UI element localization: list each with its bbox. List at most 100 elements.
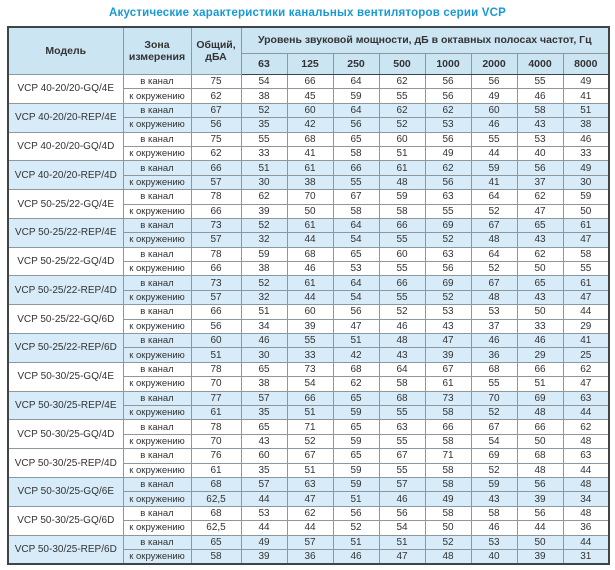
model-cell: VCP 50-30/25-GQ/4E (7, 361, 124, 392)
band-value-cell: 43 (240, 433, 288, 450)
zone-cell: к окружению (122, 491, 192, 507)
band-value-cell: 58 (332, 145, 380, 162)
band-value-cell: 52 (424, 289, 472, 306)
total-dba-cell: 78 (190, 246, 242, 263)
band-value-cell: 46 (470, 117, 518, 133)
table-row: к окружению 58 39 36 46 47 48 40 39 31 (8, 548, 610, 565)
header-freq-250: 250 (332, 53, 380, 75)
total-dba-cell: 68 (190, 476, 242, 493)
band-value-cell: 61 (286, 275, 334, 291)
band-value-cell: 51 (332, 333, 380, 349)
band-value-cell: 66 (424, 419, 472, 435)
band-value-cell: 56 (424, 261, 472, 277)
band-value-cell: 55 (240, 131, 288, 147)
band-value-cell: 56 (424, 88, 472, 104)
zone-cell: к окружению (122, 261, 192, 277)
table-header: Модель Зона измерения Общий, дБА Уровень… (7, 26, 610, 75)
band-value-cell: 51 (286, 462, 334, 478)
band-value-cell: 68 (378, 390, 426, 406)
band-value-cell: 62 (562, 419, 610, 435)
band-value-cell: 67 (470, 275, 518, 291)
band-value-cell: 43 (516, 232, 564, 248)
total-dba-cell: 66 (190, 261, 242, 277)
band-value-cell: 53 (470, 304, 518, 320)
band-value-cell: 47 (332, 318, 380, 335)
band-value-cell: 63 (562, 390, 610, 406)
band-value-cell: 58 (424, 505, 472, 522)
total-dba-cell: 62,5 (190, 491, 242, 507)
band-value-cell: 60 (470, 102, 518, 119)
band-value-cell: 54 (378, 520, 426, 536)
band-value-cell: 70 (286, 189, 334, 205)
zone-cell: в канал (122, 160, 192, 176)
table-row: к окружению 56 34 39 47 46 43 37 33 29 (8, 318, 610, 335)
table-row: к окружению 70 43 52 59 55 58 54 50 48 (8, 433, 610, 450)
band-value-cell: 66 (286, 390, 334, 406)
band-value-cell: 61 (286, 217, 334, 234)
band-value-cell: 62 (240, 189, 288, 205)
total-dba-cell: 67 (190, 102, 242, 119)
band-value-cell: 43 (378, 347, 426, 363)
band-value-cell: 48 (516, 404, 564, 421)
total-dba-cell: 61 (190, 462, 242, 478)
band-value-cell: 30 (240, 174, 288, 191)
band-value-cell: 56 (516, 476, 564, 493)
band-value-cell: 41 (470, 174, 518, 191)
band-value-cell: 70 (470, 390, 518, 406)
band-value-cell: 65 (332, 246, 380, 263)
band-value-cell: 40 (470, 548, 518, 565)
band-value-cell: 51 (332, 534, 380, 550)
band-value-cell: 65 (332, 390, 380, 406)
band-value-cell: 61 (562, 217, 610, 234)
band-value-cell: 69 (424, 275, 472, 291)
model-cell: VCP 50-30/25-REP/4E (7, 390, 124, 421)
model-cell: VCP 50-25/22-GQ/6D (7, 304, 124, 335)
table-row: VCP 50-25/22-GQ/4E в канал 78 62 70 67 59 63 64 6… (7, 189, 610, 219)
total-dba-cell: 60 (190, 333, 242, 349)
band-value-cell: 35 (240, 462, 288, 478)
band-value-cell: 61 (378, 160, 426, 176)
model-cell: VCP 40-20/20-REP/4D (7, 160, 124, 191)
band-value-cell: 67 (470, 419, 518, 435)
band-value-cell: 55 (332, 174, 380, 191)
band-value-cell: 54 (470, 433, 518, 450)
band-value-cell: 63 (562, 448, 610, 464)
band-value-cell: 56 (424, 131, 472, 147)
band-value-cell: 46 (286, 261, 334, 277)
band-value-cell: 59 (332, 404, 380, 421)
band-value-cell: 30 (562, 174, 610, 191)
table-row: к окружению 51 30 33 42 43 39 36 29 25 (8, 347, 610, 363)
band-value-cell: 58 (424, 476, 472, 493)
band-value-cell: 55 (286, 333, 334, 349)
band-value-cell: 63 (424, 246, 472, 263)
total-dba-cell: 66 (190, 304, 242, 320)
band-value-cell: 50 (516, 433, 564, 450)
zone-cell: в канал (122, 390, 192, 406)
band-value-cell: 40 (516, 145, 564, 162)
band-value-cell: 49 (240, 534, 288, 550)
table-row: к окружению 70 38 54 62 58 61 55 51 47 (8, 376, 610, 392)
model-cell: VCP 50-30/25-GQ/6E (7, 476, 124, 507)
zone-cell: к окружению (122, 88, 192, 104)
band-value-cell: 71 (286, 419, 334, 435)
band-value-cell: 44 (286, 232, 334, 248)
band-value-cell: 49 (424, 145, 472, 162)
band-value-cell: 56 (332, 117, 380, 133)
band-value-cell: 46 (378, 491, 426, 507)
band-value-cell: 55 (378, 88, 426, 104)
zone-cell: к окружению (122, 347, 192, 363)
band-value-cell: 38 (240, 261, 288, 277)
header-freq-125: 125 (286, 53, 334, 75)
band-value-cell: 73 (424, 390, 472, 406)
band-value-cell: 37 (516, 174, 564, 191)
total-dba-cell: 76 (190, 448, 242, 464)
band-value-cell: 44 (516, 520, 564, 536)
header-freq-500: 500 (378, 53, 426, 75)
header-freq-2000: 2000 (470, 53, 518, 75)
table-row: к окружению 62 33 41 58 51 49 44 40 33 (8, 145, 610, 162)
band-value-cell: 39 (240, 203, 288, 219)
band-value-cell: 52 (424, 232, 472, 248)
band-value-cell: 45 (286, 88, 334, 104)
table-row: VCP 50-30/25-GQ/4D в канал 78 65 71 65 63 66 67 6… (7, 419, 610, 450)
band-value-cell: 44 (286, 289, 334, 306)
